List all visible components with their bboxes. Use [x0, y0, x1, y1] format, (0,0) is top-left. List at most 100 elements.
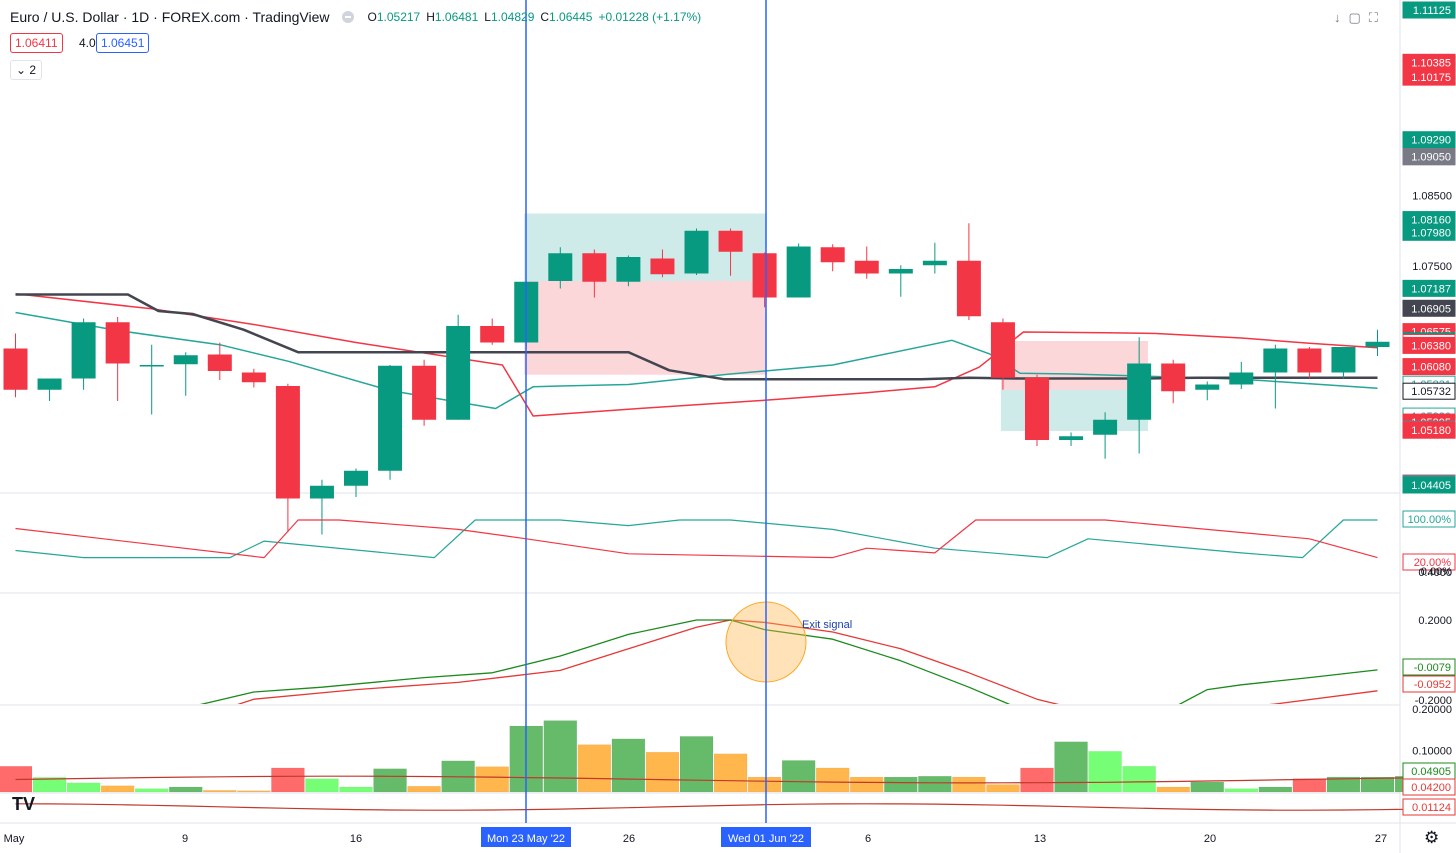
candle-body-38	[1297, 348, 1322, 373]
low-label: L	[484, 10, 491, 24]
time-axis: May 9 16 26 6 13 20 27 Mon 23 May '22 Wed 01 Jun …	[4, 827, 1387, 847]
macd-label-0-bg	[1402, 658, 1456, 676]
chart-header: Euro / U.S. Dollar · 1D · FOREX.com · Tr…	[10, 9, 701, 25]
candle-body-3	[105, 322, 130, 364]
candle-body-40	[1365, 341, 1390, 347]
volume-bar-11	[373, 768, 407, 793]
candle-body-0	[3, 348, 28, 390]
time-tick-2: 16	[350, 833, 362, 845]
time-tick-5: 13	[1034, 833, 1046, 845]
candle-body-28	[956, 260, 981, 317]
price-label-0: 1.11125	[1413, 5, 1451, 17]
buy-button[interactable]: 1.06451	[96, 33, 150, 53]
candle-body-30	[1025, 377, 1049, 440]
price-label-17-bg	[1402, 382, 1456, 400]
price-label-25-bg	[1402, 476, 1456, 494]
volume-bar-28	[952, 776, 986, 793]
price-label-14-bg	[1402, 336, 1456, 354]
price-label-9-bg	[1402, 279, 1456, 297]
price-label-6-bg	[1402, 148, 1456, 166]
oscillator-teal-line	[15, 519, 1378, 559]
volume-pane	[0, 720, 1429, 811]
price-label-21-bg	[1402, 421, 1456, 439]
position-boxes	[524, 213, 1148, 431]
volume-label-2: 0.01124	[1412, 802, 1451, 814]
macd-label-0: -0.0079	[1414, 662, 1451, 674]
macd-pane	[199, 601, 1378, 704]
price-label-10: 1.06905	[1411, 303, 1451, 315]
candle-body-10	[344, 470, 368, 486]
symbol-title[interactable]: Euro / U.S. Dollar · 1D · FOREX.com · Tr…	[10, 9, 330, 25]
candle-body-26	[888, 269, 913, 274]
high-label: H	[426, 10, 435, 24]
candle-body-14	[480, 326, 505, 343]
tradingview-logo-icon[interactable]: TV	[12, 794, 36, 814]
volume-bar-3	[100, 785, 135, 793]
indicators-toggle[interactable]: ⌄ 2	[10, 60, 43, 80]
price-label-2: 1.10175	[1411, 72, 1451, 84]
candle-body-24	[820, 247, 845, 263]
fullscreen-icon[interactable]: ⛶	[1368, 10, 1378, 25]
arrow-down-icon[interactable]: ↓	[1334, 10, 1341, 25]
gear-icon[interactable]: ⚙	[1424, 828, 1440, 847]
volume-bar-4	[134, 788, 169, 793]
volume-bar-24	[815, 767, 850, 793]
volume-bar-32	[1088, 751, 1122, 793]
candle-body-32	[1093, 419, 1118, 435]
exit-signal-label: Exit signal	[802, 619, 852, 631]
candle-body-39	[1331, 347, 1356, 373]
volume-bar-14	[475, 766, 509, 793]
close-value: 1.06445	[549, 10, 593, 24]
volume-bar-30	[1020, 767, 1054, 793]
candle-body-29	[990, 322, 1015, 378]
candle-body-17	[582, 253, 607, 282]
volume-bar-2	[66, 782, 101, 793]
time-tick-1: 9	[182, 833, 188, 845]
candle-body-6	[207, 354, 232, 371]
time-marker-1: Wed 01 Jun '22	[728, 833, 804, 845]
position-box-target-3	[1000, 389, 1148, 431]
oscillator-pane	[15, 519, 1378, 559]
volume-bar-33	[1122, 766, 1156, 793]
volume-bar-7	[237, 790, 271, 793]
volume-bar-23	[781, 760, 816, 793]
oscillator-red-line	[15, 519, 1378, 559]
candle-body-36	[1229, 372, 1254, 385]
macd-label-1: -0.0952	[1414, 679, 1451, 691]
price-label-2-bg	[1402, 68, 1456, 86]
high-value: 1.06481	[434, 10, 479, 24]
osc-label-2: 0.00%	[1421, 566, 1452, 578]
ma-red-line	[15, 293, 1378, 417]
volume-tick-1: 0.10000	[1412, 746, 1452, 758]
price-tick-0: 1.08500	[1412, 191, 1452, 203]
candle-body-35	[1195, 384, 1220, 390]
candle-body-2	[71, 322, 96, 379]
square-icon[interactable]: ▢	[1348, 10, 1361, 25]
price-label-14: 1.06380	[1411, 340, 1451, 352]
minus-icon[interactable]	[341, 11, 354, 23]
candle-body-18	[616, 257, 641, 282]
price-label-6: 1.09050	[1411, 152, 1451, 164]
sell-button[interactable]: 1.06411	[10, 33, 63, 53]
candle-body-20	[684, 230, 709, 274]
volume-label-0: 0.04905	[1411, 766, 1451, 778]
price-label-7: 1.08160	[1411, 215, 1451, 227]
price-label-0-bg	[1402, 1, 1456, 19]
vertical-markers	[525, 0, 767, 823]
candle-body-8	[275, 386, 300, 499]
ma-dark-line	[15, 293, 1378, 381]
macd-signal-line	[237, 619, 1378, 704]
candle-body-12	[412, 365, 437, 420]
time-tick-6: 20	[1204, 833, 1216, 845]
volume-ma-line	[15, 775, 1412, 784]
time-tick-3: 26	[623, 833, 635, 845]
volume-bar-18	[611, 738, 646, 793]
price-label-8-bg	[1402, 223, 1456, 241]
volume-bar-34	[1156, 786, 1190, 793]
volume-bar-29	[986, 784, 1020, 793]
volume-label-1-bg	[1402, 778, 1456, 796]
open-label: O	[367, 10, 377, 24]
volume-bar-38	[1292, 778, 1327, 793]
volume-label-1: 0.04200	[1411, 782, 1451, 794]
candle-body-27	[922, 260, 947, 266]
